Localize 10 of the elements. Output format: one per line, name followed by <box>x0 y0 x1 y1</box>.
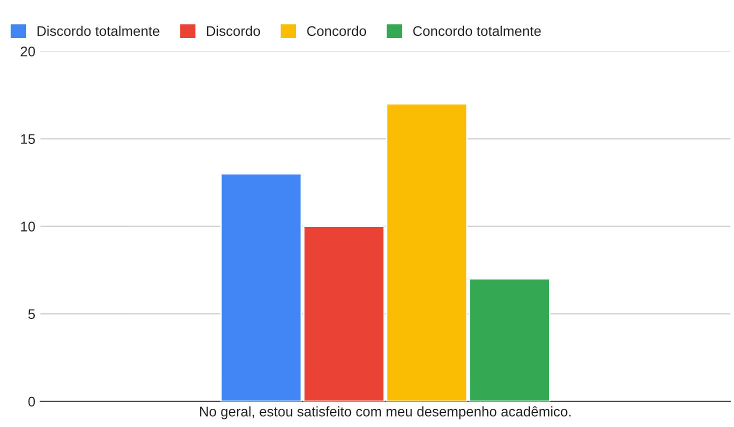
legend-label: Concordo totalmente <box>413 26 541 36</box>
y-tick-label: 5 <box>28 309 35 320</box>
legend-label: Discordo <box>206 26 260 36</box>
y-tick-label: 10 <box>21 222 35 232</box>
y-tick-label: 20 <box>20 46 35 56</box>
y-tick-label: 0 <box>28 396 35 407</box>
y-tick-label: 15 <box>21 134 35 144</box>
legend-label: Discordo totalmente <box>38 26 160 36</box>
legend-label: Concordo <box>307 26 366 36</box>
x-tick-label: No geral, estou satisfeito com meu desempenho acadêmico. <box>200 406 571 420</box>
